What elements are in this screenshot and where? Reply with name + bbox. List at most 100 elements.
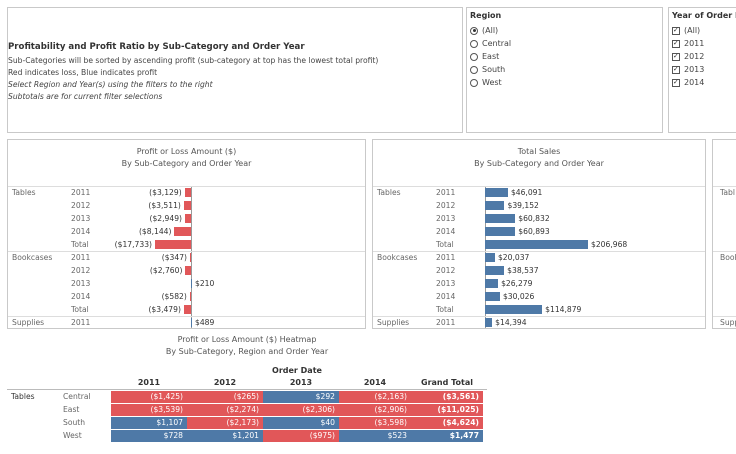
bar-value-label: $210 xyxy=(195,279,215,288)
heatmap-region-label: West xyxy=(63,431,82,440)
heatmap-cell[interactable]: $1,201 xyxy=(187,430,263,442)
bar-mark[interactable] xyxy=(485,292,500,301)
bar-value-label: $30,026 xyxy=(502,292,535,301)
year-option-label: 2011 xyxy=(684,39,705,48)
chart-row[interactable]: Tables 2011 $46,091 xyxy=(373,186,705,199)
heatmap-title: Profit or Loss Amount ($) Heatmap xyxy=(177,335,317,344)
heatmap-cell[interactable]: ($2,306) xyxy=(263,404,339,416)
year-option-label: (All) xyxy=(684,26,701,35)
chart-row[interactable]: 2014 $30,026 xyxy=(373,290,705,303)
year-option-2014[interactable]: 2014 xyxy=(672,76,704,89)
bar-mark[interactable] xyxy=(189,292,191,301)
heatmap-cell[interactable]: ($975) xyxy=(263,430,339,442)
year-option-label: 2013 xyxy=(684,65,705,74)
bar-mark[interactable] xyxy=(485,279,499,288)
bar-mark[interactable] xyxy=(185,214,191,223)
bar-mark[interactable] xyxy=(485,188,508,197)
chart-row[interactable]: Total $206,968 xyxy=(373,238,705,251)
heatmap-cell[interactable]: ($265) xyxy=(187,391,263,403)
chart-row[interactable]: 2013 $26,279 xyxy=(373,277,705,290)
heatmap-cell[interactable]: $40 xyxy=(263,417,339,429)
heatmap-cell[interactable]: ($4,624) xyxy=(411,417,483,429)
heatmap-cell[interactable]: ($1,425) xyxy=(111,391,187,403)
bar-value-label: ($8,144) xyxy=(138,227,172,236)
bar-mark[interactable] xyxy=(183,201,191,210)
chart-row[interactable]: Tables 2011 ($3,129) xyxy=(8,186,365,199)
bar-value-label: ($582) xyxy=(161,292,187,301)
chart-row[interactable]: Supplies 2011 $489 xyxy=(8,316,365,328)
bar-mark[interactable] xyxy=(485,227,516,236)
chart-row[interactable]: 2012 $39,152 xyxy=(373,199,705,212)
bar-mark[interactable] xyxy=(183,305,191,314)
heatmap-cell[interactable]: $292 xyxy=(263,391,339,403)
chart-row[interactable]: Total ($17,733) xyxy=(8,238,365,251)
chart-row[interactable]: Total ($3,479) xyxy=(8,303,365,316)
bar-mark[interactable] xyxy=(485,240,588,249)
heatmap-cell[interactable]: ($3,598) xyxy=(339,417,411,429)
bar-value-label: ($3,129) xyxy=(149,188,182,197)
chart-row[interactable]: Bookcases 2011 $20,037 xyxy=(373,251,705,264)
bar-mark[interactable] xyxy=(485,266,505,275)
heatmap-cell[interactable]: ($3,561) xyxy=(411,391,483,403)
region-option-all[interactable]: (All) xyxy=(470,24,511,37)
heatmap-region-label: South xyxy=(63,418,86,427)
row-category-label: Supplies xyxy=(377,318,410,327)
row-year-label: 2012 xyxy=(436,266,456,275)
heatmap-subtitle: By Sub-Category, Region and Order Year xyxy=(165,347,329,356)
heatmap-cell[interactable]: $1,477 xyxy=(411,430,483,442)
region-option-south[interactable]: South xyxy=(470,63,511,76)
bar-mark[interactable] xyxy=(174,227,191,236)
heatmap-col-header: 2011 xyxy=(137,378,161,387)
heatmap-cell[interactable]: ($2,906) xyxy=(339,404,411,416)
heatmap-cell[interactable]: ($2,274) xyxy=(187,404,263,416)
chart-row[interactable]: 2012 $38,537 xyxy=(373,264,705,277)
chart-row[interactable]: Supplies 2011 $14,394 xyxy=(373,316,705,328)
chart-row[interactable]: 2012 ($3,511) xyxy=(8,199,365,212)
bar-mark[interactable] xyxy=(485,253,495,262)
chart-row[interactable]: Total $114,879 xyxy=(373,303,705,316)
year-option-2012[interactable]: 2012 xyxy=(672,50,704,63)
chart-row[interactable]: 2014 ($8,144) xyxy=(8,225,365,238)
heatmap-cell[interactable]: ($2,173) xyxy=(187,417,263,429)
bar-mark[interactable] xyxy=(485,214,516,223)
chart-row[interactable]: 2012 ($2,760) xyxy=(8,264,365,277)
bar-mark[interactable] xyxy=(485,201,505,210)
bar-value-label: $60,893 xyxy=(518,227,550,236)
region-option-west[interactable]: West xyxy=(470,76,511,89)
chart-row[interactable]: 2013 $210 xyxy=(8,277,365,290)
info-panel: Profitability and Profit Ratio by Sub-Ca… xyxy=(7,7,463,133)
bar-mark[interactable] xyxy=(184,188,191,197)
bar-mark[interactable] xyxy=(155,240,191,249)
chart-row[interactable]: 2014 $60,893 xyxy=(373,225,705,238)
heatmap-col-header: 2013 xyxy=(289,378,313,387)
bar-mark[interactable] xyxy=(185,266,191,275)
region-option-east[interactable]: East xyxy=(470,50,511,63)
row-year-label: 2013 xyxy=(71,214,91,223)
bar-mark[interactable] xyxy=(485,305,543,314)
heatmap-cell[interactable]: ($2,163) xyxy=(339,391,411,403)
heatmap-cell[interactable]: $728 xyxy=(111,430,187,442)
row-year-label: 2014 xyxy=(71,227,91,236)
chart-row[interactable]: Bookcases 2011 ($347) xyxy=(8,251,365,264)
region-option-central[interactable]: Central xyxy=(470,37,511,50)
zero-axis-line xyxy=(191,186,192,328)
chart-row[interactable]: 2013 ($2,949) xyxy=(8,212,365,225)
bar-mark[interactable] xyxy=(191,279,192,288)
row-year-label: 2011 xyxy=(436,253,456,262)
heatmap-cell[interactable]: $523 xyxy=(339,430,411,442)
bar-mark[interactable] xyxy=(190,253,191,262)
region-option-label: West xyxy=(482,78,502,87)
chart-row[interactable]: 2014 ($582) xyxy=(8,290,365,303)
region-option-label: (All) xyxy=(482,26,499,35)
year-option-2013[interactable]: 2013 xyxy=(672,63,704,76)
year-option-2011[interactable]: 2011 xyxy=(672,37,704,50)
heatmap: Profit or Loss Amount ($) Heatmap By Sub… xyxy=(7,334,736,454)
bar-mark[interactable] xyxy=(485,318,493,327)
heatmap-cell[interactable]: ($3,539) xyxy=(111,404,187,416)
chart-row[interactable]: 2013 $60,832 xyxy=(373,212,705,225)
bar-mark[interactable] xyxy=(191,318,192,327)
year-option-all[interactable]: (All) xyxy=(672,24,704,37)
heatmap-cell[interactable]: ($11,025) xyxy=(411,404,483,416)
info-line-subtotal: Subtotals are for current filter selecti… xyxy=(8,92,163,101)
heatmap-cell[interactable]: $1,107 xyxy=(111,417,187,429)
